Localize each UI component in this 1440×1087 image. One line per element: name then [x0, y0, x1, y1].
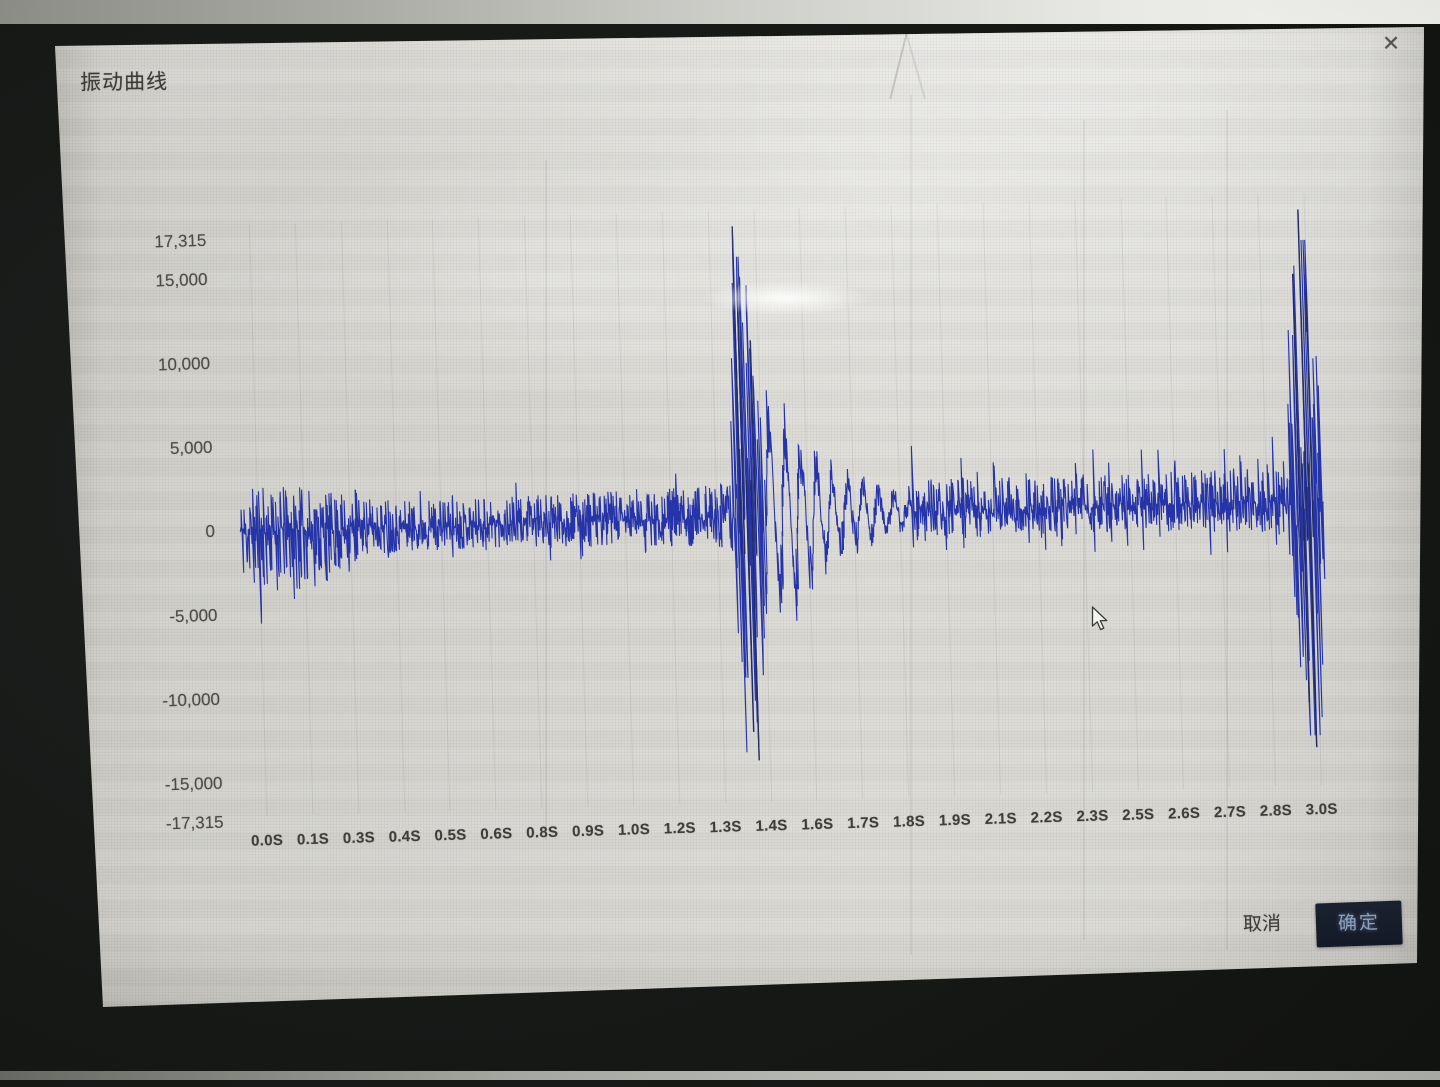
- x-tick-label: 1.3S: [709, 818, 742, 837]
- peak-spike-line: [731, 226, 743, 555]
- x-tick-label: 2.6S: [1167, 804, 1201, 823]
- y-tick-label: -5,000: [168, 605, 218, 627]
- x-tick-label: 1.4S: [755, 816, 788, 835]
- gridline: [890, 205, 910, 798]
- gridline: [707, 210, 726, 803]
- y-tick-label: -15,000: [164, 773, 223, 795]
- gridline: [1257, 194, 1277, 787]
- x-tick-label: 2.7S: [1213, 803, 1247, 822]
- x-tick-label: 0.8S: [525, 823, 559, 842]
- x-tick-label: 0.1S: [296, 830, 330, 849]
- gridline: [936, 204, 956, 796]
- x-tick-label: 2.1S: [984, 810, 1018, 829]
- gridline: [1165, 197, 1185, 790]
- gridline: [1028, 201, 1047, 794]
- background-top-strip: [0, 0, 1440, 24]
- gridline: [478, 217, 497, 810]
- peak-spike-line: [750, 479, 760, 761]
- gridline: [386, 220, 405, 813]
- x-tick-label: 1.2S: [663, 819, 697, 838]
- ok-button[interactable]: 确定: [1315, 900, 1403, 948]
- gridline: [799, 208, 818, 801]
- y-tick-label: 17,315: [154, 230, 207, 252]
- peak-spike-line: [1291, 273, 1302, 538]
- gridline: [1211, 195, 1231, 788]
- gridline: [569, 215, 589, 807]
- y-tick-label: -10,000: [162, 689, 221, 711]
- x-tick-label: 1.0S: [617, 820, 651, 839]
- peak-spike-line: [745, 479, 755, 732]
- close-icon[interactable]: ×: [1382, 27, 1400, 58]
- x-tick-label: 0.9S: [571, 822, 605, 841]
- gridline: [982, 202, 1002, 795]
- x-tick-label: 1.9S: [938, 811, 972, 830]
- x-tick-label: 2.3S: [1076, 807, 1109, 826]
- gridline: [661, 212, 681, 805]
- x-tick-label: 0.4S: [388, 827, 421, 846]
- gridline: [753, 209, 772, 802]
- gridline: [1120, 198, 1139, 791]
- x-tick-label: 3.0S: [1305, 800, 1338, 819]
- peak-spike-line: [736, 285, 746, 555]
- x-tick-label: 0.0S: [250, 831, 284, 850]
- gridline: [523, 216, 543, 809]
- gridline: [432, 219, 451, 811]
- mouse-cursor: [1091, 606, 1108, 631]
- x-tick-label: 1.8S: [892, 812, 926, 831]
- x-tick-label: 1.7S: [846, 814, 880, 833]
- x-tick-label: 0.5S: [434, 826, 467, 845]
- peak-spike-line: [749, 340, 758, 554]
- x-tick-label: 2.5S: [1122, 806, 1155, 824]
- y-tick-label: -17,315: [165, 812, 224, 834]
- cancel-button[interactable]: 取消: [1242, 913, 1282, 936]
- gridline: [844, 206, 864, 799]
- gridline: [294, 223, 314, 815]
- gridline: [248, 224, 268, 817]
- gridline: [615, 213, 635, 806]
- waveform-trace: [239, 209, 1326, 761]
- background-bottom-strip: [0, 1071, 1440, 1080]
- gridline: [340, 221, 360, 814]
- x-tick-label: 0.3S: [342, 829, 376, 848]
- y-tick-label: 0: [205, 521, 216, 542]
- x-tick-label: 0.6S: [480, 825, 513, 843]
- gridline: [1303, 193, 1322, 786]
- x-tick-label: 1.6S: [801, 815, 834, 834]
- peak-spike-line: [1301, 463, 1310, 702]
- y-tick-label: 10,000: [157, 353, 211, 375]
- y-tick-label: 15,000: [155, 269, 208, 291]
- x-tick-label: 2.8S: [1259, 801, 1293, 820]
- dialog-title: 振动曲线: [79, 70, 169, 95]
- gridline: [1074, 200, 1093, 792]
- x-tick-label: 2.2S: [1030, 808, 1063, 827]
- y-tick-label: 5,000: [169, 437, 213, 459]
